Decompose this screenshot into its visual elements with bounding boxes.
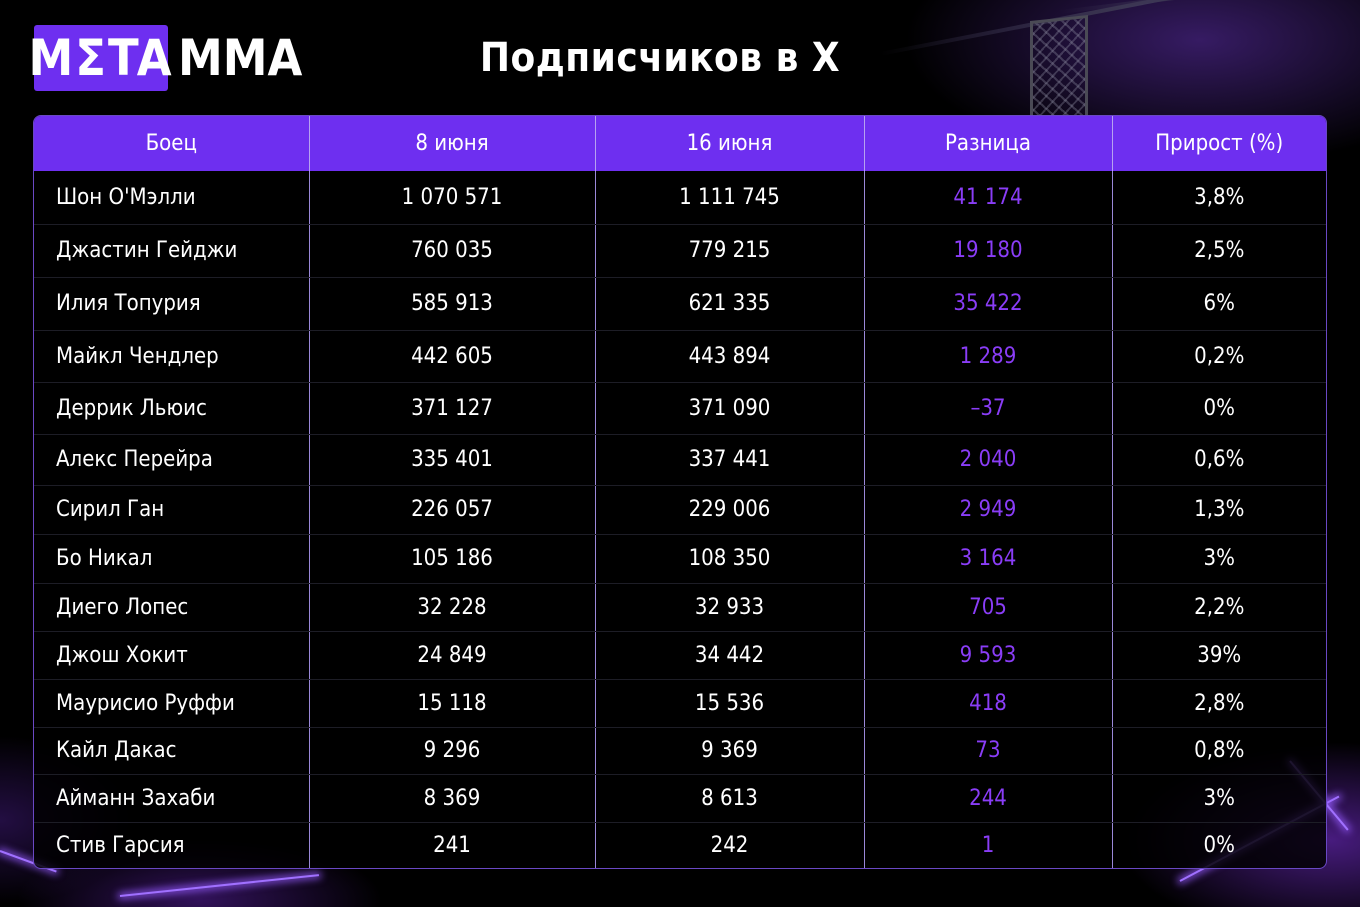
june8-cell: 9 296 <box>309 727 596 775</box>
column-header: Прирост (%) <box>1112 116 1326 171</box>
fighter-name-cell: Сирил Ган <box>34 485 310 535</box>
fighter-name-cell: Айманн Захаби <box>34 774 310 823</box>
table-header-row: Боец 8 июня 16 июня Разница Прирост (%) <box>34 116 1326 171</box>
fighter-name-cell: Маурисио Руффи <box>34 679 310 728</box>
difference-cell: 418 <box>864 679 1113 728</box>
growth-cell: 0,6% <box>1112 434 1326 486</box>
growth-cell: 6% <box>1112 277 1326 331</box>
fighter-name-cell: Кайл Дакас <box>34 727 310 775</box>
june16-cell: 371 090 <box>595 382 865 435</box>
june8-cell: 760 035 <box>309 224 596 278</box>
table-row: Майкл Чендлер 442 605 443 894 1 289 0,2% <box>34 330 1326 383</box>
difference-cell: 73 <box>864 727 1113 775</box>
fighter-name-cell: Илия Топурия <box>34 277 310 331</box>
table-row: Бо Никал 105 186 108 350 3 164 3% <box>34 534 1326 584</box>
difference-cell: 1 289 <box>864 330 1113 383</box>
june8-cell: 335 401 <box>309 434 596 486</box>
june16-cell: 1 111 745 <box>595 171 865 225</box>
difference-cell: 2 949 <box>864 485 1113 535</box>
fighter-name-cell: Диего Лопес <box>34 583 310 632</box>
table-row: Кайл Дакас 9 296 9 369 73 0,8% <box>34 727 1326 775</box>
difference-cell: 1 <box>864 822 1113 868</box>
difference-cell: 9 593 <box>864 631 1113 680</box>
table-body: Шон О'Мэлли 1 070 571 1 111 745 41 174 3,8% Д… <box>34 171 1326 868</box>
growth-cell: 2,8% <box>1112 679 1326 728</box>
table-row: Сирил Ган 226 057 229 006 2 949 1,3% <box>34 485 1326 535</box>
cage-rail-decoration <box>879 0 1352 56</box>
table-row: Диего Лопес 32 228 32 933 705 2,2% <box>34 583 1326 632</box>
table-row: Стив Гарсия 241 242 1 0% <box>34 822 1326 868</box>
june16-cell: 337 441 <box>595 434 865 486</box>
june8-cell: 24 849 <box>309 631 596 680</box>
june16-cell: 15 536 <box>595 679 865 728</box>
column-header: Разница <box>864 116 1113 171</box>
table-row: Деррик Льюис 371 127 371 090 –37 0% <box>34 382 1326 435</box>
june8-cell: 371 127 <box>309 382 596 435</box>
data-table-container: Боец 8 июня 16 июня Разница Прирост (%) Шон … <box>33 115 1327 869</box>
growth-cell: 0,8% <box>1112 727 1326 775</box>
june8-cell: 241 <box>309 822 596 868</box>
june8-cell: 442 605 <box>309 330 596 383</box>
difference-cell: 705 <box>864 583 1113 632</box>
growth-cell: 3,8% <box>1112 171 1326 225</box>
fighter-name-cell: Джастин Гейджи <box>34 224 310 278</box>
fighter-name-cell: Майкл Чендлер <box>34 330 310 383</box>
growth-cell: 3% <box>1112 534 1326 584</box>
difference-cell: –37 <box>864 382 1113 435</box>
growth-cell: 39% <box>1112 631 1326 680</box>
followers-table: Боец 8 июня 16 июня Разница Прирост (%) Шон … <box>34 116 1326 868</box>
difference-cell: 19 180 <box>864 224 1113 278</box>
june8-cell: 105 186 <box>309 534 596 584</box>
growth-cell: 2,5% <box>1112 224 1326 278</box>
growth-cell: 3% <box>1112 774 1326 823</box>
difference-cell: 35 422 <box>864 277 1113 331</box>
fighter-name-cell: Стив Гарсия <box>34 822 310 868</box>
growth-cell: 2,2% <box>1112 583 1326 632</box>
fighter-name-cell: Алекс Перейра <box>34 434 310 486</box>
table-row: Шон О'Мэлли 1 070 571 1 111 745 41 174 3,8% <box>34 171 1326 225</box>
june8-cell: 15 118 <box>309 679 596 728</box>
page-title: Подписчиков в X <box>479 35 841 81</box>
growth-cell: 0,2% <box>1112 330 1326 383</box>
growth-cell: 0% <box>1203 833 1235 859</box>
fighter-name-cell: Джош Хокит <box>34 631 310 680</box>
difference-cell: 244 <box>864 774 1113 823</box>
fighter-name-cell: Бо Никал <box>34 534 310 584</box>
difference-cell: 3 164 <box>864 534 1113 584</box>
table-row: Алекс Перейра 335 401 337 441 2 040 0,6% <box>34 434 1326 486</box>
table-row: Илия Топурия 585 913 621 335 35 422 6% <box>34 277 1326 331</box>
june16-cell: 443 894 <box>595 330 865 383</box>
growth-cell: 0% <box>1112 382 1326 435</box>
fighter-name-cell: Шон О'Мэлли <box>34 171 310 225</box>
lightning-decoration <box>119 874 320 897</box>
june16-cell: 779 215 <box>595 224 865 278</box>
logo-meta: MΣTA <box>28 25 172 91</box>
table-row: Джош Хокит 24 849 34 442 9 593 39% <box>34 631 1326 680</box>
june16-cell: 621 335 <box>595 277 865 331</box>
column-header: 8 июня <box>309 116 596 171</box>
column-header: Боец <box>34 116 310 171</box>
cage-fence-decoration <box>1030 14 1088 128</box>
table-row: Маурисио Руффи 15 118 15 536 418 2,8% <box>34 679 1326 728</box>
june16-cell: 242 <box>595 822 865 868</box>
june16-cell: 34 442 <box>595 631 865 680</box>
growth-cell: 1,3% <box>1112 485 1326 535</box>
table-row: Джастин Гейджи 760 035 779 215 19 180 2,5% <box>34 224 1326 278</box>
june16-cell: 108 350 <box>595 534 865 584</box>
difference-cell: 41 174 <box>864 171 1113 225</box>
june8-cell: 1 070 571 <box>309 171 596 225</box>
table-row: Айманн Захаби 8 369 8 613 244 3% <box>34 774 1326 823</box>
june8-cell: 8 369 <box>309 774 596 823</box>
june8-cell: 226 057 <box>309 485 596 535</box>
june16-cell: 8 613 <box>595 774 865 823</box>
june8-cell: 585 913 <box>309 277 596 331</box>
june16-cell: 32 933 <box>595 583 865 632</box>
june16-cell: 9 369 <box>595 727 865 775</box>
difference-cell: 2 040 <box>864 434 1113 486</box>
june8-cell: 32 228 <box>309 583 596 632</box>
logo-mma: MMA <box>178 29 303 87</box>
june16-cell: 229 006 <box>595 485 865 535</box>
fighter-name-cell: Деррик Льюис <box>34 382 310 435</box>
column-header: 16 июня <box>595 116 865 171</box>
